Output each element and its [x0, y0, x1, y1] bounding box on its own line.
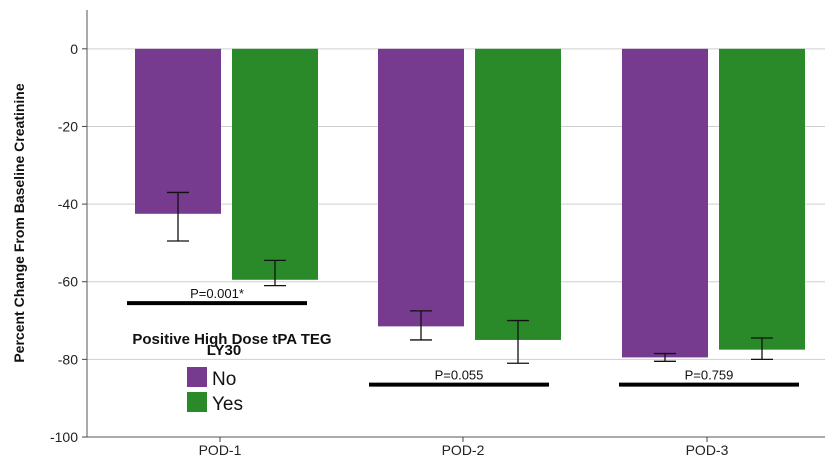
y-tick-label: -40	[58, 196, 78, 212]
bar-yes-pod-2	[475, 48, 561, 340]
legend-title: LY30	[207, 342, 241, 359]
error-bars	[167, 191, 773, 364]
y-tick-label: -80	[58, 351, 78, 367]
legend-label-no: No	[212, 369, 236, 390]
axes: 0 -20 -40 -60 -80 -100 POD-1 POD-2 POD-3	[50, 10, 825, 458]
bar-no-pod-2	[378, 48, 464, 327]
y-tick-label: 0	[70, 41, 78, 57]
legend-swatch-yes	[187, 392, 207, 412]
bar-no-pod-3	[622, 48, 708, 358]
bar-yes-pod-3	[719, 48, 805, 350]
y-tick-label: -60	[58, 274, 78, 290]
y-tick-label: -20	[58, 118, 78, 134]
x-tick-label: POD-2	[442, 442, 485, 458]
legend: Positive High Dose tPA TEG LY30 No Yes	[132, 331, 331, 415]
y-axis-title: Percent Change From Baseline Creatinine	[11, 83, 27, 363]
p-value-label: P=0.001*	[190, 286, 244, 301]
p-value-label: P=0.759	[685, 368, 734, 383]
legend-swatch-no	[187, 367, 207, 387]
bar-no-pod-1	[135, 48, 221, 214]
bars	[135, 48, 805, 358]
x-tick-label: POD-3	[686, 442, 729, 458]
legend-title: Positive High Dose tPA TEG	[132, 331, 331, 348]
legend-label-yes: Yes	[212, 394, 243, 415]
p-value-label: P=0.055	[435, 368, 484, 383]
y-tick-label: -100	[50, 429, 78, 445]
bar-yes-pod-1	[232, 48, 318, 280]
x-tick-label: POD-1	[199, 442, 242, 458]
p-value-annotations: P=0.001* P=0.055 P=0.759	[127, 286, 799, 387]
